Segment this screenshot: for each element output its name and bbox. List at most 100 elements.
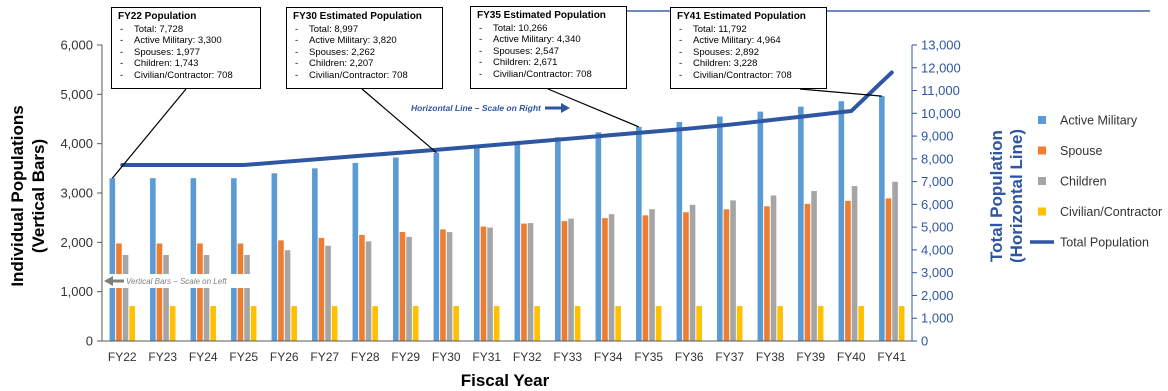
bar-civilian-contractor — [169, 306, 176, 341]
bar-children — [406, 236, 412, 341]
vertical-bars-note: Vertical Bars – Scale on Left — [126, 277, 227, 286]
y2-tick-label: 4,000 — [921, 242, 954, 257]
y2-tick-label: 10,000 — [921, 106, 961, 121]
bar-children — [568, 218, 574, 341]
x-tick-label: FY39 — [796, 350, 825, 364]
y2-tick-label: 2,000 — [921, 288, 954, 303]
legend-swatch — [1038, 207, 1046, 216]
x-tick-label: FY40 — [837, 350, 866, 364]
bar-civilian-contractor — [574, 306, 581, 341]
bar-spouse — [683, 212, 689, 341]
y2-tick-label: 1,000 — [921, 311, 954, 326]
callout-title: FY22 Population — [118, 11, 197, 22]
callout-row: Active Military: 3,300 — [124, 35, 254, 47]
bars — [109, 96, 905, 342]
bar-civilian-contractor — [615, 306, 621, 341]
bar-civilian-contractor — [736, 306, 743, 341]
callout-fy35: FY35 Estimated Population Total: 10,266 … — [470, 6, 627, 89]
callout-row: Active Military: 4,964 — [683, 35, 820, 47]
bar-spouse — [602, 218, 608, 341]
legend-label: Children — [1060, 175, 1107, 189]
legend-swatch — [1038, 146, 1046, 155]
callout-leader-line — [111, 88, 187, 179]
callout-row: Total: 8,997 — [299, 24, 436, 36]
bar-spouse — [804, 203, 811, 341]
bar-spouse — [521, 223, 527, 341]
y2-tick-label: 8,000 — [921, 151, 954, 166]
bar-civilian-contractor — [817, 306, 824, 341]
bar-spouse — [197, 243, 203, 341]
callout-row: Spouses: 1,977 — [124, 47, 254, 59]
bar-civilian-contractor — [534, 306, 540, 341]
bar-spouse — [764, 206, 770, 341]
callout-row: Civilian/Contractor: 708 — [683, 70, 820, 82]
x-tick-label: FY25 — [229, 350, 258, 364]
bar-active-military — [514, 142, 521, 341]
callout-row: Active Military: 3,820 — [299, 35, 436, 47]
horizontal-line-note-arrow-icon — [545, 103, 570, 113]
y-tick-label: 4,000 — [60, 136, 93, 151]
vertical-bars-note-arrow-icon — [104, 276, 124, 286]
legend-swatch — [1038, 177, 1046, 185]
bar-children — [446, 232, 453, 341]
y2-tick-label: 11,000 — [921, 83, 960, 98]
bar-spouse — [642, 215, 649, 341]
bar-civilian-contractor — [129, 306, 135, 341]
bar-civilian-contractor — [412, 306, 419, 341]
bar-children — [608, 214, 615, 341]
callout-leader-line — [799, 88, 882, 97]
bar-active-military — [838, 101, 845, 342]
bar-civilian-contractor — [331, 306, 338, 341]
x-tick-label: FY37 — [715, 350, 744, 364]
bar-active-military — [717, 116, 723, 342]
bar-children — [730, 200, 736, 341]
bar-children — [811, 191, 817, 341]
y2-tick-label: 6,000 — [921, 197, 954, 212]
bar-civilian-contractor — [210, 306, 216, 341]
x-tick-label: FY34 — [594, 350, 623, 364]
bar-active-military — [879, 96, 885, 341]
bar-active-military — [433, 152, 440, 341]
callout-leaders — [111, 88, 882, 179]
callout-row: Spouses: 2,547 — [483, 46, 620, 58]
total-population-line — [120, 70, 894, 168]
callout-title: FY41 Estimated Population — [677, 11, 806, 22]
bar-children — [527, 223, 534, 341]
bar-civilian-contractor — [250, 306, 257, 341]
y-tick-label: 1,000 — [60, 284, 93, 299]
x-tick-label: FY31 — [472, 350, 501, 364]
bar-spouse — [723, 209, 730, 341]
bar-spouse — [561, 221, 568, 341]
callout-row: Spouses: 2,262 — [299, 47, 436, 59]
x-tick-label: FY28 — [351, 350, 380, 364]
bar-active-military — [595, 132, 602, 341]
bar-spouse — [278, 240, 284, 341]
bar-children — [284, 250, 291, 341]
bar-spouse — [156, 243, 163, 341]
y-axis-title-line1: Individual Populations — [8, 105, 27, 286]
bar-civilian-contractor — [898, 306, 905, 341]
bar-spouse — [359, 234, 365, 341]
bar-spouse — [318, 237, 325, 341]
bar-children — [122, 255, 129, 341]
x-tick-label: FY41 — [877, 350, 906, 364]
bar-active-military — [474, 147, 480, 341]
callout-row: Children: 3,228 — [683, 58, 820, 70]
x-tick-label: FY23 — [148, 350, 177, 364]
y-tick-label: 0 — [86, 334, 93, 349]
callout-row: Total: 10,266 — [483, 23, 620, 35]
legend-label: Spouse — [1060, 144, 1102, 158]
horizontal-line-note: Horizontal Line – Scale on Right — [411, 103, 542, 113]
bar-children — [203, 255, 210, 341]
callout-row: Total: 7,728 — [124, 24, 254, 36]
callout-fy22: FY22 Population Total: 7,728 Active Mili… — [111, 7, 261, 89]
bar-children — [244, 255, 250, 341]
y-tick-label: 3,000 — [60, 186, 93, 201]
bar-active-military — [757, 111, 764, 341]
y-axis-title-line2: (Vertical Bars) — [29, 139, 48, 253]
callout-row: Children: 1,743 — [124, 58, 254, 70]
bar-children — [892, 181, 898, 341]
bar-active-military — [271, 173, 278, 341]
bar-active-military — [231, 178, 237, 341]
